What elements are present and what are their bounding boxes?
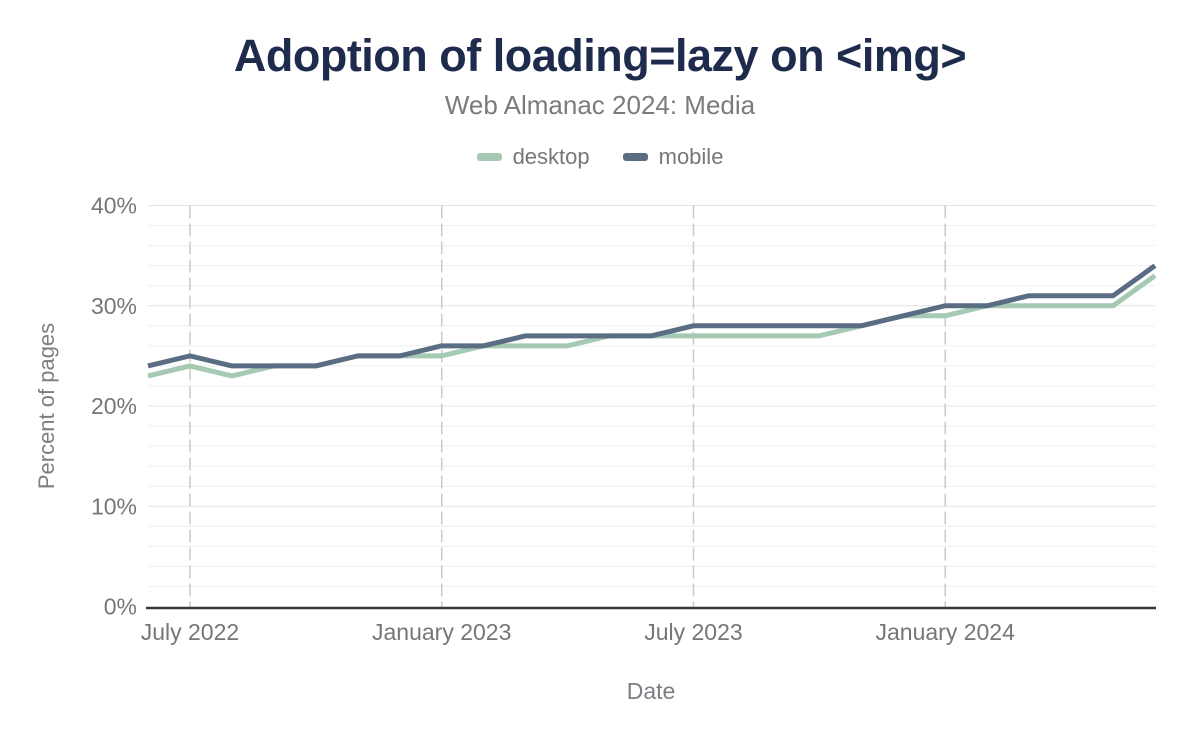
x-axis-title: Date bbox=[627, 678, 676, 704]
x-tick-label: January 2023 bbox=[372, 619, 511, 645]
legend-label-mobile: mobile bbox=[658, 144, 724, 169]
legend: desktop mobile bbox=[0, 144, 1200, 170]
y-tick-label: 30% bbox=[91, 293, 137, 319]
x-tick-label: January 2024 bbox=[876, 619, 1016, 645]
chart-subtitle: Web Almanac 2024: Media bbox=[444, 90, 756, 120]
series-line-mobile bbox=[147, 263, 1157, 369]
mobile-series-swatch-icon bbox=[622, 153, 648, 161]
y-tick-label: 10% bbox=[91, 493, 137, 519]
legend-item-desktop: desktop bbox=[476, 144, 590, 170]
x-tick-label: July 2023 bbox=[644, 619, 742, 645]
y-axis-title: Percent of pages bbox=[34, 323, 59, 489]
desktop-series-swatch-icon bbox=[476, 153, 502, 161]
chart-title: Adoption of loading=lazy on <img> bbox=[233, 30, 967, 81]
y-tick-label: 40% bbox=[91, 193, 137, 219]
legend-label-desktop: desktop bbox=[512, 144, 590, 169]
y-tick-label: 20% bbox=[91, 393, 137, 419]
legend-item-mobile: mobile bbox=[622, 144, 724, 170]
x-tick-label: July 2022 bbox=[141, 619, 239, 645]
y-tick-label: 0% bbox=[104, 594, 137, 620]
